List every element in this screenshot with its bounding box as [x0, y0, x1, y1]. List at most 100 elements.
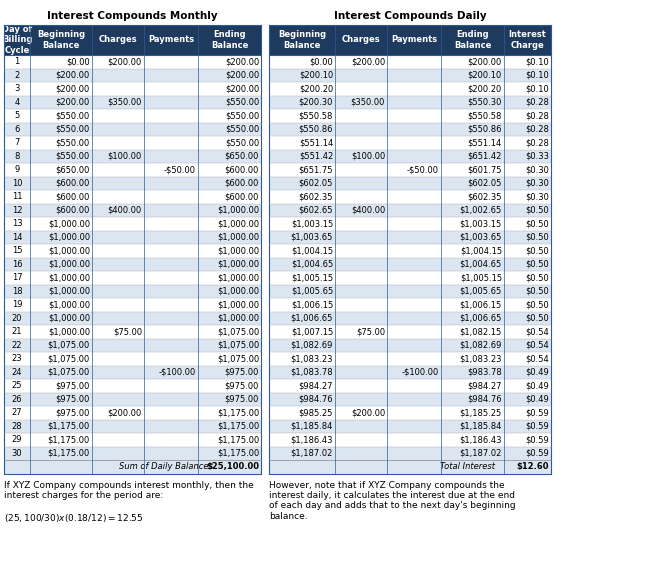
Bar: [4, 149, 261, 163]
Text: $975.00: $975.00: [56, 381, 90, 390]
Text: $0.50: $0.50: [525, 314, 549, 323]
Text: $1,075.00: $1,075.00: [47, 368, 90, 377]
Text: $1,175.00: $1,175.00: [216, 435, 259, 444]
Text: $602.35: $602.35: [298, 192, 333, 201]
Text: 8: 8: [14, 152, 20, 161]
Text: $200.00: $200.00: [225, 57, 259, 66]
Text: $550.00: $550.00: [56, 152, 90, 161]
Text: 2: 2: [14, 71, 20, 80]
Text: $550.00: $550.00: [225, 98, 259, 107]
Text: $1,000.00: $1,000.00: [217, 314, 259, 323]
Text: $0.50: $0.50: [525, 301, 549, 309]
Bar: [4, 312, 261, 325]
Text: 17: 17: [12, 273, 22, 282]
Text: $200.20: $200.20: [468, 85, 502, 93]
Bar: [269, 460, 551, 474]
Text: $0.10: $0.10: [525, 85, 549, 93]
Bar: [269, 258, 551, 271]
Bar: [4, 393, 261, 406]
Text: $551.42: $551.42: [299, 152, 333, 161]
Text: Ending
Balance: Ending Balance: [454, 30, 491, 50]
Text: 19: 19: [12, 301, 22, 309]
Text: Interest Compounds Daily: Interest Compounds Daily: [333, 11, 486, 21]
Text: $1,007.15: $1,007.15: [291, 327, 333, 336]
Text: 22: 22: [12, 341, 22, 350]
Text: $400.00: $400.00: [108, 206, 142, 215]
Text: $100.00: $100.00: [351, 152, 385, 161]
Text: $602.65: $602.65: [298, 206, 333, 215]
Text: $200.00: $200.00: [351, 408, 385, 417]
Text: 20: 20: [12, 314, 22, 323]
Bar: [269, 163, 551, 177]
Text: of each day and adds that to the next day's beginning: of each day and adds that to the next da…: [269, 501, 515, 510]
Text: 9: 9: [14, 165, 20, 174]
Bar: [4, 352, 261, 365]
Text: $550.00: $550.00: [56, 111, 90, 120]
Bar: [269, 271, 551, 284]
Text: $1,075.00: $1,075.00: [216, 327, 259, 336]
Text: $0.50: $0.50: [525, 260, 549, 269]
Text: $0.10: $0.10: [525, 57, 549, 66]
Text: $550.00: $550.00: [225, 124, 259, 134]
Text: ($25,100/30) x (0.18/12) = $12.55: ($25,100/30) x (0.18/12) = $12.55: [4, 512, 144, 523]
Text: $1,175.00: $1,175.00: [216, 449, 259, 458]
Text: 3: 3: [14, 85, 20, 93]
Bar: [269, 136, 551, 149]
Bar: [269, 217, 551, 230]
Text: -$50.00: -$50.00: [164, 165, 196, 174]
Bar: [269, 433, 551, 446]
Bar: [4, 420, 261, 433]
Bar: [269, 177, 551, 190]
Text: $0.49: $0.49: [525, 395, 549, 404]
Bar: [269, 284, 551, 298]
Text: $1,075.00: $1,075.00: [47, 354, 90, 363]
Bar: [4, 284, 261, 298]
Text: Interest
Charge: Interest Charge: [508, 30, 547, 50]
Bar: [269, 379, 551, 393]
Text: $551.14: $551.14: [299, 138, 333, 147]
Text: $1,000.00: $1,000.00: [48, 314, 90, 323]
Text: $1,187.02: $1,187.02: [291, 449, 333, 458]
Bar: [4, 460, 261, 474]
Text: $1,082.69: $1,082.69: [460, 341, 502, 350]
Text: Beginning
Balance: Beginning Balance: [278, 30, 326, 50]
Text: 29: 29: [12, 435, 22, 444]
Text: $1,185.84: $1,185.84: [291, 422, 333, 431]
Bar: [4, 258, 261, 271]
Text: $12.60: $12.60: [517, 462, 549, 471]
Text: $75.00: $75.00: [113, 327, 142, 336]
Text: $650.00: $650.00: [225, 152, 259, 161]
Bar: [4, 230, 261, 244]
Text: $651.75: $651.75: [298, 165, 333, 174]
Text: $600.00: $600.00: [225, 165, 259, 174]
Text: $1,083.23: $1,083.23: [460, 354, 502, 363]
Text: $0.50: $0.50: [525, 287, 549, 296]
Text: 11: 11: [12, 192, 22, 201]
Text: $0.49: $0.49: [525, 381, 549, 390]
Bar: [269, 446, 551, 460]
Text: $25,100.00: $25,100.00: [206, 462, 259, 471]
Text: $1,005.15: $1,005.15: [460, 273, 502, 282]
Text: 10: 10: [12, 179, 22, 188]
Text: 5: 5: [14, 111, 20, 120]
Text: interest daily, it calculates the interest due at the end: interest daily, it calculates the intere…: [269, 491, 515, 500]
Text: 13: 13: [12, 219, 22, 228]
Text: $1,006.15: $1,006.15: [291, 301, 333, 309]
Text: 16: 16: [12, 260, 22, 269]
Text: $0.28: $0.28: [525, 98, 549, 107]
Text: $200.10: $200.10: [468, 71, 502, 80]
Text: Payments: Payments: [391, 35, 437, 45]
Text: $1,000.00: $1,000.00: [48, 233, 90, 242]
Text: $1,075.00: $1,075.00: [216, 354, 259, 363]
Text: $75.00: $75.00: [356, 327, 385, 336]
Text: $975.00: $975.00: [56, 408, 90, 417]
Bar: [269, 420, 551, 433]
Text: $975.00: $975.00: [225, 381, 259, 390]
Text: $985.25: $985.25: [298, 408, 333, 417]
Bar: [4, 136, 261, 149]
Text: $550.00: $550.00: [225, 138, 259, 147]
Text: $0.59: $0.59: [525, 435, 549, 444]
Text: $1,000.00: $1,000.00: [48, 287, 90, 296]
Text: $1,185.25: $1,185.25: [460, 408, 502, 417]
Text: 6: 6: [14, 124, 20, 134]
